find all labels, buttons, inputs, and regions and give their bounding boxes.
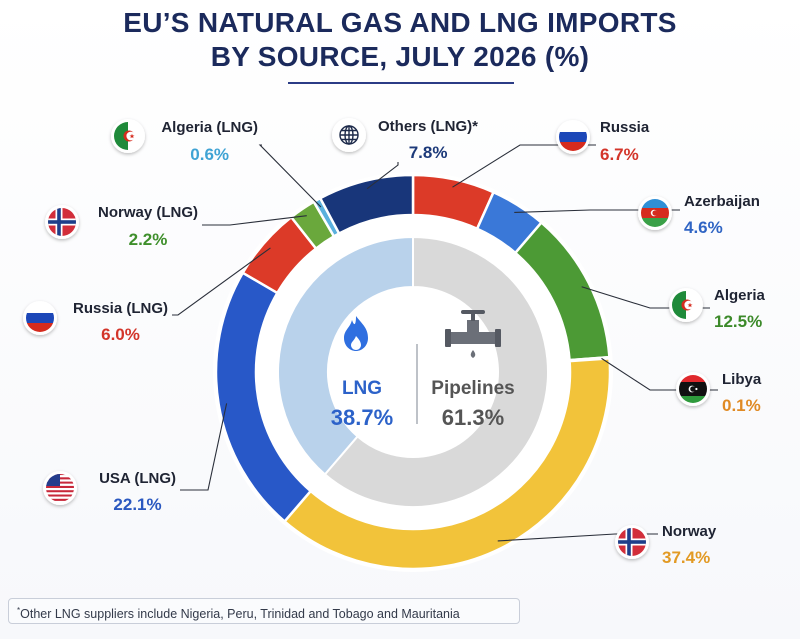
leader-line-norway-lng (202, 215, 307, 226)
callout-name-algeria: Algeria (714, 287, 766, 304)
callout-name-azerbaijan: Azerbaijan (684, 193, 760, 210)
title-underline (288, 82, 514, 84)
callout-value-others-lng: 7.8% (409, 143, 448, 162)
callout-name-norway-lng: Norway (LNG) (98, 204, 198, 221)
callout-value-algeria: 12.5% (714, 312, 762, 331)
callout-name-russia: Russia (600, 119, 650, 136)
libya-flag-icon (676, 372, 710, 406)
callout-name-russia-lng: Russia (LNG) (73, 300, 168, 317)
inner-slice-lng (277, 235, 414, 476)
ring-backdrop (213, 172, 613, 572)
inner-slice-pipelines (323, 235, 549, 508)
callout-name-libya: Libya (722, 371, 762, 388)
callout-value-russia: 6.7% (600, 145, 639, 164)
callout-name-algeria-lng: Algeria (LNG) (161, 119, 258, 136)
callout-value-norway: 37.4% (662, 548, 710, 567)
leader-line-russia-lng (172, 247, 271, 316)
footnote: *Other LNG suppliers include Nigeria, Pe… (8, 598, 520, 624)
callout-name-usa-lng: USA (LNG) (99, 470, 176, 487)
flame-icon (344, 316, 368, 351)
outer-slice-others-lng (318, 173, 415, 236)
footnote-text: Other LNG suppliers include Nigeria, Per… (20, 607, 460, 622)
algeria-flag-icon (669, 288, 703, 322)
russia-flag-icon (556, 120, 590, 154)
callout-value-usa-lng: 22.1% (113, 495, 161, 514)
leader-line-usa-lng (180, 403, 228, 491)
russia-flag-icon (23, 301, 57, 335)
center-label-lng: LNG (342, 378, 382, 399)
leader-line-algeria-lng (258, 144, 322, 208)
center-label-pipelines: Pipelines (431, 378, 514, 399)
leader-line-others-lng (366, 162, 399, 190)
callout-name-norway: Norway (662, 523, 717, 540)
title-line-1: EU’S NATURAL GAS AND LNG IMPORTS (123, 7, 677, 38)
callout-value-libya: 0.1% (722, 396, 761, 415)
center-value-pipelines: 61.3% (442, 405, 504, 430)
globe-icon (332, 118, 366, 152)
outer-ring (214, 173, 612, 571)
inner-ring (277, 235, 549, 508)
callout-name-others-lng: Others (LNG)* (378, 118, 478, 135)
outer-ring-backdrop (213, 172, 613, 572)
callout-value-algeria-lng: 0.6% (190, 145, 229, 164)
center-value-lng: 38.7% (331, 405, 393, 430)
norway-flag-icon (45, 205, 79, 239)
algeria-flag-icon (111, 119, 145, 153)
center-labels: LNG 38.7% Pipelines 61.3% (331, 310, 515, 430)
callout-value-russia-lng: 6.0% (101, 325, 140, 344)
pipeline-valve-icon (445, 310, 501, 358)
usa-flag-icon (43, 471, 77, 505)
callout-labels: Russia 6.7% Azerbaijan 4.6% Algeria 12.5% Liby… (23, 118, 766, 567)
callout-value-norway-lng: 2.2% (129, 230, 168, 249)
title-line-2: BY SOURCE, JULY 2026 (%) (210, 41, 590, 72)
callout-value-azerbaijan: 4.6% (684, 218, 723, 237)
chart-title: EU’S NATURAL GAS AND LNG IMPORTS BY SOUR… (0, 6, 800, 74)
norway-flag-icon (615, 525, 649, 559)
azerbaijan-flag-icon (638, 196, 672, 230)
